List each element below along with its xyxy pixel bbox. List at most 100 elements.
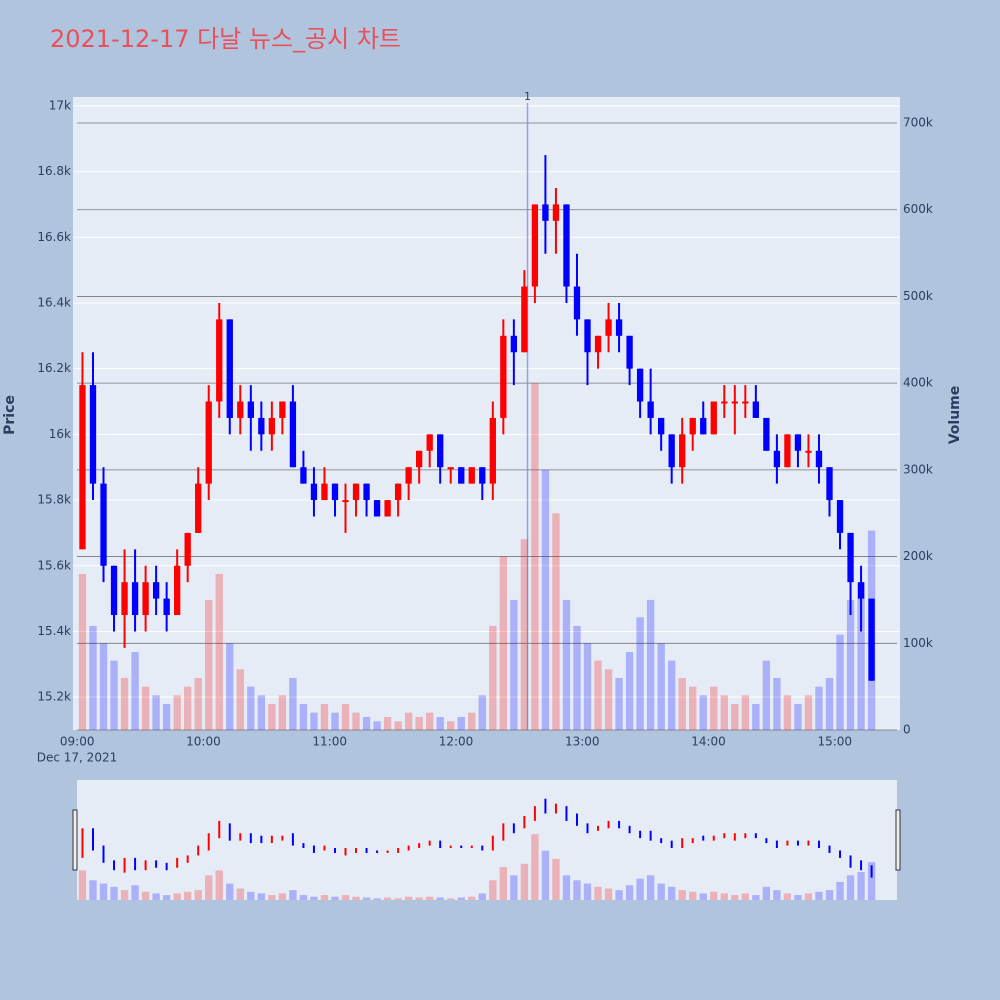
y2-tick-label: 700k [903,116,933,130]
candle-body [184,532,191,566]
candle-body [815,450,823,468]
candle-body [500,335,507,418]
candle-body [174,565,181,616]
mini-volume-bar [436,897,444,900]
candle-body [352,483,360,501]
candle-body [773,450,781,468]
candle-body [89,385,97,484]
mini-volume-bar [152,893,160,900]
volume-bar [689,686,697,730]
volume-bar [352,712,360,730]
volume-bar [120,677,129,730]
volume-bar [646,599,655,730]
volume-bar [625,651,634,730]
mini-volume-bar [78,870,87,900]
mini-volume-bar [667,886,676,900]
candle-body [868,598,875,681]
volume-bar [278,695,287,730]
y2-tick-label: 600k [903,202,933,216]
candle-body [721,401,728,404]
range-handle[interactable] [895,809,901,871]
range-handle[interactable] [72,809,78,871]
volume-bar [510,599,518,730]
candle-body [79,385,86,550]
mini-volume-bar [636,878,644,900]
candle-body [531,204,539,287]
mini-volume-bar [604,888,613,900]
mini-volume-bar [699,893,707,900]
mini-volume-bar [120,890,129,900]
candle-body [437,434,444,468]
mini-volume-bar [278,893,287,900]
y-tick-label: 15.4k [37,624,71,638]
volume-bar [604,669,613,730]
volume-bar [299,703,308,730]
candle-body [205,401,212,484]
volume-bar [194,677,202,730]
annotation-text: 1 [524,90,531,103]
candle-body [521,286,528,353]
candle-body [426,434,433,451]
volume-bar [131,651,139,730]
mini-volume-bar [289,890,297,900]
volume-bar [499,556,508,730]
y-tick-label: 16.6k [37,230,71,244]
volume-bar [594,660,602,730]
y2-tick-label: 400k [903,376,933,390]
volume-bar [404,712,413,730]
candle-body [458,467,465,484]
volume-bar [520,539,529,730]
mini-volume-bar [257,893,266,900]
mini-volume-bar [236,888,244,900]
mini-volume-bar [657,883,665,900]
candle-body [647,401,654,418]
candle-body [594,335,602,353]
volume-bar [667,660,676,730]
candle-body [731,401,738,404]
mini-volume-bar [573,880,581,900]
volume-bar [426,712,434,730]
mini-volume-bar [173,893,181,900]
candle-body [763,417,770,451]
candle-body [416,450,423,468]
candle-body [152,582,160,599]
mini-volume-bar [541,850,550,900]
candle-body [752,401,760,418]
candle-body [226,319,233,418]
y2-tick-label: 300k [903,462,933,476]
volume-bar [383,716,392,730]
candle-body [615,319,623,336]
candle-body [405,467,412,484]
candle-body [836,500,844,533]
candle-body [710,401,717,435]
mini-volume-bar [394,898,402,900]
volume-bar [162,703,171,730]
candle-body [573,286,581,320]
y-tick-label: 16.4k [37,295,71,309]
x-tick-label: 15:00 [817,735,852,749]
candle-body [552,204,560,221]
mini-volume-bar [320,895,329,900]
volume-bar [226,643,234,730]
mini-volume-bar [783,893,792,900]
mini-volume-bar [762,886,771,900]
volume-bar [447,721,455,730]
volume-bar [184,686,192,730]
volume-bar [741,695,750,730]
mini-volume-bar [162,895,171,900]
mini-volume-bar [741,893,750,900]
range-slider[interactable] [77,780,897,900]
candle-body [321,483,328,501]
mini-volume-bar [562,875,571,900]
candle-body [300,467,307,484]
x-tick-label: 14:00 [691,735,726,749]
candle-body [121,582,128,616]
mini-volume-bar [373,898,381,900]
mini-volume-bar [404,896,413,900]
x-date-label: Dec 17, 2021 [37,751,117,765]
mini-volume-bar [141,891,150,900]
y-tick-label: 15.8k [37,493,71,507]
mini-volume-bar [720,893,728,900]
volume-bar [478,695,486,730]
candle-body [510,335,518,353]
